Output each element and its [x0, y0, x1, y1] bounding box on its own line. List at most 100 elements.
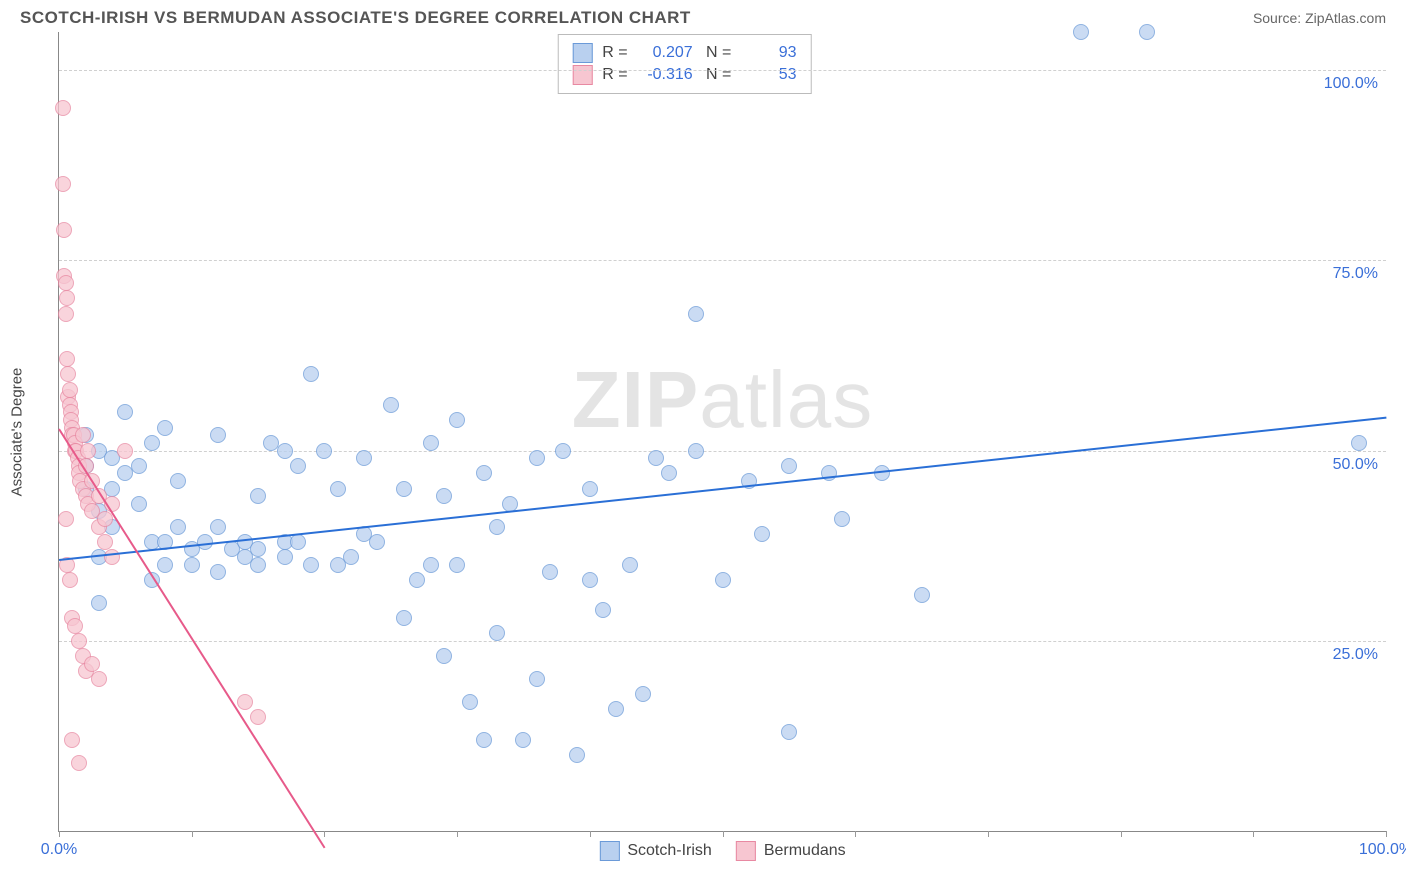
chart-source: Source: ZipAtlas.com: [1253, 10, 1386, 26]
scatter-point: [80, 443, 96, 459]
y-tick-label: 75.0%: [1333, 265, 1378, 283]
scatter-point: [529, 450, 545, 466]
scatter-point: [58, 306, 74, 322]
scatter-point: [210, 427, 226, 443]
x-tick-label: 100.0%: [1359, 841, 1406, 859]
scatter-point: [117, 404, 133, 420]
scatter-point: [436, 648, 452, 664]
scatter-point: [489, 519, 505, 535]
scatter-point: [316, 443, 332, 459]
x-tick-mark: [1253, 831, 1254, 837]
scatter-point: [55, 100, 71, 116]
x-tick-mark: [192, 831, 193, 837]
scatter-point: [688, 306, 704, 322]
x-tick-mark: [988, 831, 989, 837]
source-link[interactable]: ZipAtlas.com: [1305, 10, 1386, 26]
scatter-point: [555, 443, 571, 459]
scatter-point: [170, 519, 186, 535]
scatter-point: [834, 511, 850, 527]
scatter-point: [303, 366, 319, 382]
x-tick-mark: [59, 831, 60, 837]
y-tick-label: 100.0%: [1324, 75, 1378, 93]
x-tick-label: 0.0%: [41, 841, 77, 859]
y-tick-label: 50.0%: [1333, 456, 1378, 474]
scatter-point: [157, 557, 173, 573]
legend-stat-row: R = 0.207 N = 93: [572, 43, 796, 63]
scatter-point: [277, 443, 293, 459]
legend-series-label: Scotch-Irish: [627, 842, 711, 860]
chart-header: SCOTCH-IRISH VS BERMUDAN ASSOCIATE'S DEG…: [0, 0, 1406, 32]
legend-swatch: [572, 43, 592, 63]
scatter-point: [781, 724, 797, 740]
legend-series-item: Scotch-Irish: [599, 841, 711, 861]
scatter-point: [303, 557, 319, 573]
gridline-h: [59, 641, 1386, 642]
scatter-point: [436, 488, 452, 504]
scatter-point: [64, 732, 80, 748]
scatter-point: [75, 427, 91, 443]
x-tick-mark: [1121, 831, 1122, 837]
watermark-rest: atlas: [699, 355, 873, 444]
legend-swatch: [599, 841, 619, 861]
scatter-point: [250, 541, 266, 557]
scatter-point: [476, 465, 492, 481]
scatter-point: [661, 465, 677, 481]
regression-line: [58, 428, 325, 848]
scatter-point: [449, 557, 465, 573]
scatter-point: [409, 572, 425, 588]
scatter-point: [343, 549, 359, 565]
scatter-point: [290, 458, 306, 474]
scatter-point: [396, 610, 412, 626]
legend-stat-row: R = -0.316 N = 53: [572, 65, 796, 85]
x-tick-mark: [324, 831, 325, 837]
scatter-point: [56, 222, 72, 238]
watermark: ZIPatlas: [572, 354, 873, 446]
chart-title: SCOTCH-IRISH VS BERMUDAN ASSOCIATE'S DEG…: [20, 8, 691, 28]
scatter-point: [62, 572, 78, 588]
scatter-point: [170, 473, 186, 489]
legend-series: Scotch-Irish Bermudans: [599, 841, 845, 861]
scatter-point: [1139, 24, 1155, 40]
legend-stat-text: R = -0.316 N = 53: [602, 66, 796, 84]
scatter-point: [383, 397, 399, 413]
scatter-point: [144, 435, 160, 451]
scatter-point: [91, 595, 107, 611]
scatter-point: [290, 534, 306, 550]
scatter-point: [476, 732, 492, 748]
x-tick-mark: [1386, 831, 1387, 837]
scatter-point: [423, 435, 439, 451]
legend-swatch: [736, 841, 756, 861]
scatter-point: [67, 618, 83, 634]
scatter-point: [542, 564, 558, 580]
legend-stats: R = 0.207 N = 93 R = -0.316 N = 53: [557, 34, 811, 94]
legend-series-label: Bermudans: [764, 842, 846, 860]
scatter-point: [648, 450, 664, 466]
y-axis-label: Associate's Degree: [9, 367, 26, 496]
scatter-point: [131, 496, 147, 512]
scatter-point: [97, 534, 113, 550]
scatter-point: [529, 671, 545, 687]
scatter-point: [515, 732, 531, 748]
x-tick-mark: [723, 831, 724, 837]
scatter-point: [59, 351, 75, 367]
scatter-point: [1351, 435, 1367, 451]
scatter-point: [250, 557, 266, 573]
scatter-point: [71, 633, 87, 649]
source-label: Source:: [1253, 10, 1301, 26]
scatter-point: [104, 549, 120, 565]
plot-area: Associate's Degree ZIPatlas R = 0.207 N …: [58, 32, 1386, 832]
scatter-point: [277, 549, 293, 565]
scatter-point: [914, 587, 930, 603]
scatter-point: [250, 709, 266, 725]
scatter-point: [635, 686, 651, 702]
scatter-point: [595, 602, 611, 618]
scatter-point: [58, 275, 74, 291]
scatter-point: [59, 290, 75, 306]
y-tick-label: 25.0%: [1333, 646, 1378, 664]
scatter-point: [715, 572, 731, 588]
scatter-point: [117, 443, 133, 459]
scatter-point: [754, 526, 770, 542]
gridline-h: [59, 451, 1386, 452]
scatter-point: [369, 534, 385, 550]
legend-series-item: Bermudans: [736, 841, 846, 861]
